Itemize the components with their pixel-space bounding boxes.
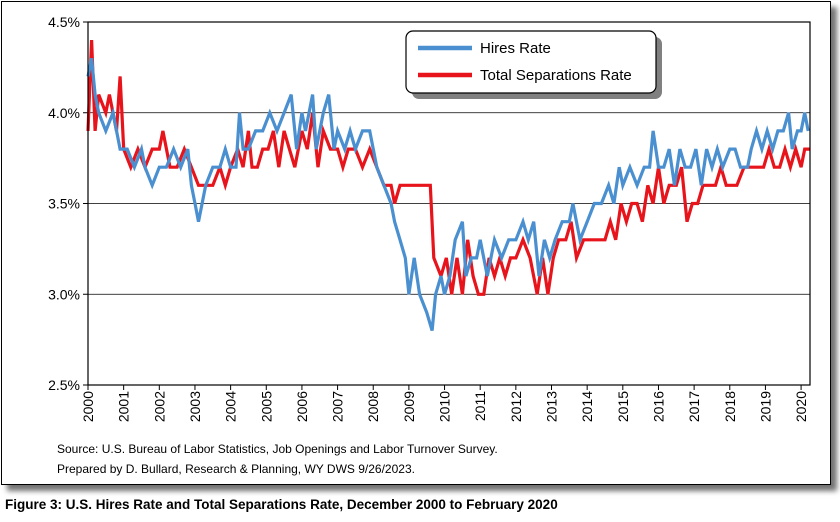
x-tick-label: 2015 [615,391,631,422]
hires-rate-line [86,57,810,332]
x-tick-label: 2001 [116,391,132,422]
prepared-by-note: Prepared by D. Bullard, Research & Plann… [57,462,415,476]
x-tick-label: 2009 [401,391,417,422]
y-axis-ticks: 2.5% 3.0% 3.5% 4.0% 4.5% [48,14,88,393]
gridlines [88,112,810,295]
figure-panel: 2.5% 3.0% 3.5% 4.0% 4.5% 2000 2001 2002 2003 200… [1,1,831,485]
x-tick-label: 2017 [686,391,702,422]
x-tick-label: 2016 [650,391,666,422]
x-tick-label: 2013 [544,391,560,422]
y-tick-label: 2.5% [48,377,80,393]
separations-rate-line [86,40,810,296]
x-tick-label: 2005 [258,391,274,422]
legend: Hires Rate Total Separations Rate [405,30,662,99]
y-tick-label: 4.0% [48,105,80,121]
x-tick-label: 2006 [294,391,310,422]
legend-label-separations: Total Separations Rate [480,67,632,84]
x-tick-label: 2018 [722,391,738,422]
y-tick-label: 3.0% [48,286,80,302]
x-tick-label: 2010 [437,391,453,422]
x-tick-label: 2003 [187,391,203,422]
x-tick-label: 2000 [80,391,96,422]
x-tick-label: 2011 [472,391,488,421]
x-tick-label: 2014 [579,391,595,422]
x-tick-label: 2019 [757,391,773,422]
x-tick-label: 2007 [330,391,346,422]
y-tick-label: 3.5% [48,196,80,212]
plot-area-frame [87,21,811,386]
source-note: Source: U.S. Bureau of Labor Statistics,… [57,442,498,456]
figure-caption: Figure 3: U.S. Hires Rate and Total Sepa… [5,497,558,512]
x-tick-label: 2012 [508,391,524,422]
x-tick-label: 2004 [223,391,239,422]
y-tick-label: 4.5% [48,14,80,30]
line-chart: 2.5%3.0%3.5%4.0%4.5% 2000 2001 2002 2003 200… [48,14,811,422]
x-tick-label: 2020 [793,391,809,422]
x-axis-ticks: 2000 2001 2002 2003 2004 2005 2006 2007 2008 2009… [80,385,809,422]
x-tick-label: 2002 [151,391,167,422]
series-lines [86,40,810,332]
legend-label-hires: Hires Rate [480,40,551,57]
x-tick-label: 2008 [365,391,381,422]
